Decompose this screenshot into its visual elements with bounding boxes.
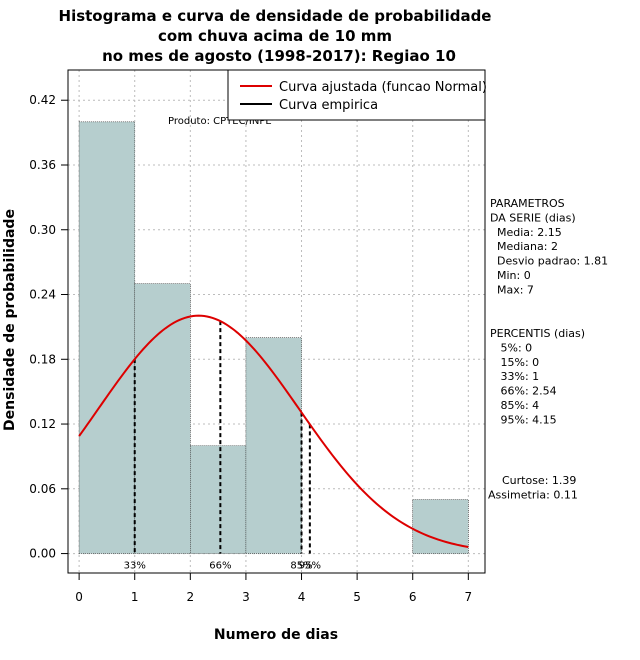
series-parameter-line-2: Media: 2.15 (490, 226, 562, 239)
y-tick-label-1: 0.06 (29, 482, 56, 496)
series-percentile-line-6: 95%: 4.15 (490, 413, 557, 426)
series-percentiles: PERCENTIS (dias) 5%: 0 15%: 0 33%: 1 66%… (490, 327, 585, 426)
histogram-bar-2 (190, 445, 247, 554)
y-tick-label-3: 0.18 (29, 352, 56, 366)
series-parameter-line-1: DA SERIE (dias) (490, 211, 576, 224)
x-tick-label-4: 4 (298, 590, 306, 604)
chart-title-line-2: com chuva acima de 10 mm (158, 27, 392, 45)
x-tick-label-0: 0 (75, 590, 83, 604)
series-moment-line-0: Curtose: 1.39 (488, 474, 576, 487)
percentile-label-0: 33% (124, 561, 146, 572)
series-percentile-line-2: 15%: 0 (490, 356, 539, 369)
x-axis: 0 1 2 3 4 5 6 7 (75, 572, 472, 604)
percentile-label-1: 66% (209, 561, 231, 572)
legend-box (227, 69, 486, 121)
y-tick-label-0: 0.00 (29, 547, 56, 561)
series-parameter-line-5: Min: 0 (490, 269, 531, 282)
series-percentile-line-0: PERCENTIS (dias) (490, 327, 585, 340)
product-annotation: Produto: CPTEC/INPE (168, 116, 272, 127)
y-tick-label-6: 0.36 (29, 158, 56, 172)
percentile-label-3: 95% (299, 561, 321, 572)
chart-title-line-3: no mes de agosto (1998-2017): Regiao 10 (102, 47, 456, 65)
histogram-bar-0 (78, 121, 136, 554)
x-axis-title: Numero de dias (214, 627, 338, 643)
legend-label-empirical: Curva empirica (279, 98, 378, 113)
series-percentile-line-1: 5%: 0 (490, 341, 532, 354)
series-parameter-line-4: Desvio padrao: 1.81 (490, 255, 608, 268)
series-moment-line-1: Assimetria: 0.11 (488, 488, 578, 501)
series-percentile-line-3: 33%: 1 (490, 370, 539, 383)
legend-label-fitted: Curva ajustada (funcao Normal) (279, 80, 487, 95)
percentile-lines (133, 321, 311, 554)
y-tick-label-4: 0.24 (29, 288, 56, 302)
series-parameter-line-3: Mediana: 2 (490, 240, 558, 253)
x-tick-label-2: 2 (186, 590, 194, 604)
percentile-labels: 33% 66% 85%95% (124, 561, 321, 572)
x-tick-label-1: 1 (131, 590, 139, 604)
legend: Curva ajustada (funcao Normal) Curva emp… (227, 69, 487, 121)
y-axis-title: Densidade de probabilidade (2, 209, 18, 431)
y-axis: 0.00 0.06 0.12 0.18 0.24 0.30 0.36 0.42 (29, 93, 68, 561)
fitted-curve-layer (78, 314, 469, 548)
percentile-label-2: 85% (290, 561, 312, 572)
series-parameter-line-6: Max: 7 (490, 283, 534, 296)
series-percentile-line-5: 85%: 4 (490, 399, 539, 412)
x-tick-label-6: 6 (409, 590, 417, 604)
histogram-bar-1 (134, 283, 191, 554)
y-tick-label-7: 0.42 (29, 93, 56, 107)
x-tick-label-3: 3 (242, 590, 250, 604)
chart-title-line-1: Histograma e curva de densidade de proba… (59, 7, 492, 25)
y-tick-label-5: 0.30 (29, 223, 56, 237)
x-tick-label-5: 5 (353, 590, 361, 604)
histogram-bar-3 (245, 337, 302, 554)
fitted-normal-curve (78, 314, 469, 548)
y-tick-label-2: 0.12 (29, 417, 56, 431)
series-parameter-line-0: PARAMETROS (490, 197, 565, 210)
series-percentile-line-4: 66%: 2.54 (490, 385, 557, 398)
x-tick-label-7: 7 (464, 590, 472, 604)
